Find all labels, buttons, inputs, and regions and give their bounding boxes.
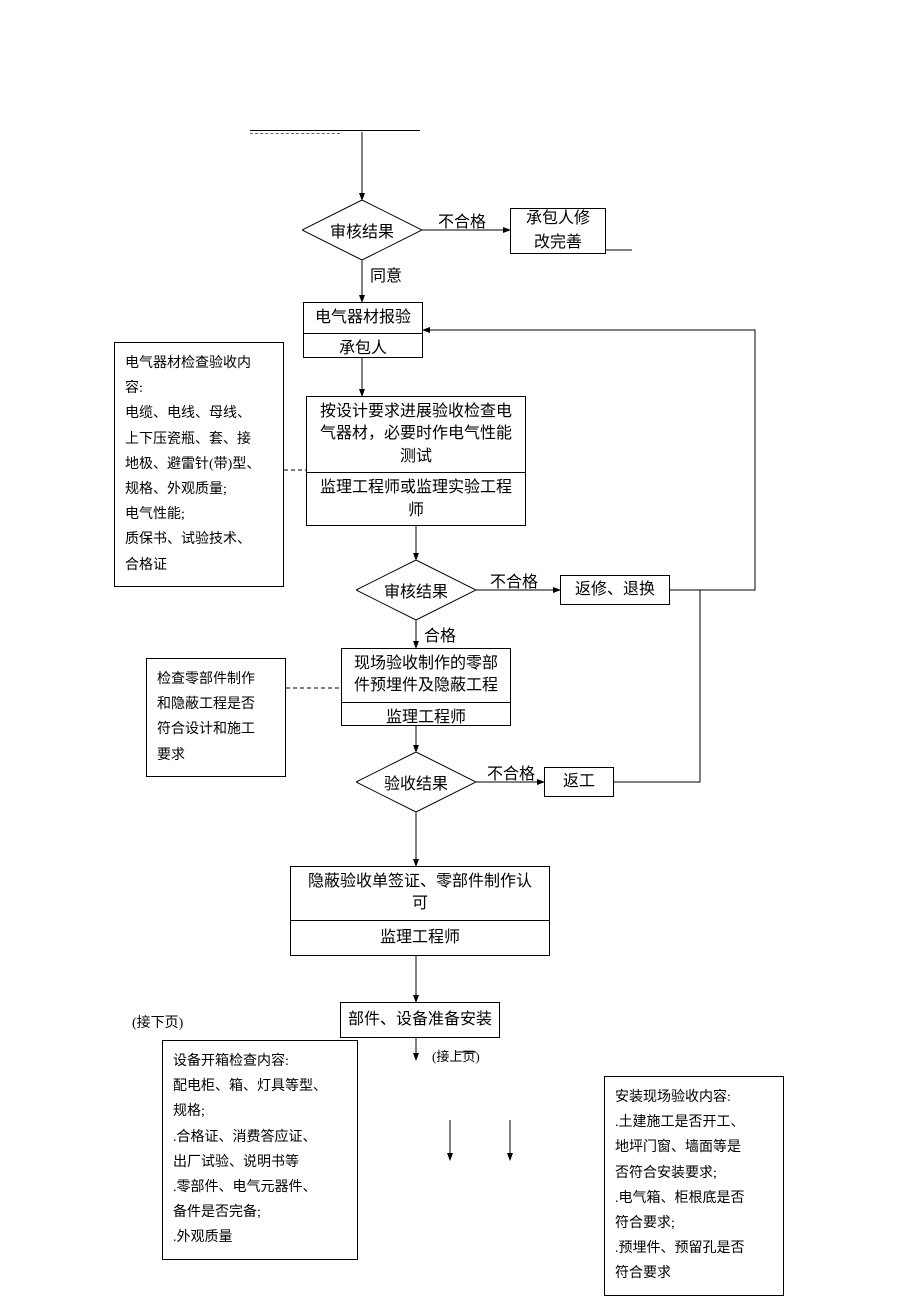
note-parts-check: 检查零部件制作 和隐蔽工程是否 符合设计和施工 要求 (146, 658, 286, 777)
decision-label: 审核结果 (384, 578, 448, 602)
box-bottom: 监理工程师 (380, 927, 460, 949)
box-text: 部件、设备准备安装 (348, 1008, 492, 1032)
box-top: 现场验收制作的零部 件预埋件及隐蔽工程 (354, 653, 498, 698)
box-parts-install: 部件、设备准备安装 (340, 1002, 500, 1038)
note-text: 电气器材检查验收内 容: 电缆、电线、母线、 上下压瓷瓶、套、接 地极、避雷针(… (125, 356, 260, 573)
note-text: 设备开箱检查内容: 配电柜、箱、灯具等型、 规格; .合格证、消费答应证、 出厂… (173, 1054, 327, 1245)
d2-no-label: 不合格 (490, 568, 538, 592)
box-bottom: 监理工程师 (386, 707, 466, 729)
box-design-check: 按设计要求进展验收检查电 气器材，必要时作电气性能 测试 监理工程师或监理实验工… (306, 396, 526, 526)
prev-page-ref: (接上页) (432, 1046, 480, 1065)
box-redo: 返工 (544, 767, 614, 797)
box-rework-return: 返修、退换 (560, 575, 670, 605)
decision-accept: 验收结果 (356, 752, 476, 812)
box-top: 隐蔽验收单签证、零部件制作认 可 (308, 871, 532, 916)
d1-yes-label: 同意 (370, 262, 402, 286)
box-top: 按设计要求进展验收检查电 气器材，必要时作电气性能 测试 (320, 401, 512, 468)
box-bottom: 承包人 (339, 338, 387, 360)
box-top: 电气器材报验 (315, 307, 411, 329)
d2-yes-label: 合格 (424, 622, 456, 646)
top-dash-line (250, 133, 340, 134)
note-unbox-check: 设备开箱检查内容: 配电柜、箱、灯具等型、 规格; .合格证、消费答应证、 出厂… (162, 1040, 358, 1260)
box-material-report: 电气器材报验 承包人 (303, 302, 423, 358)
note-material-check: 电气器材检查验收内 容: 电缆、电线、母线、 上下压瓷瓶、套、接 地极、避雷针(… (114, 342, 284, 587)
box-contractor-fix: 承包人修 改完善 (510, 208, 606, 254)
box-text: 返工 (563, 770, 595, 794)
box-bottom: 监理工程师或监理实验工程 师 (320, 477, 512, 522)
box-onsite-accept: 现场验收制作的零部 件预埋件及隐蔽工程 监理工程师 (341, 648, 511, 726)
decision-label: 审核结果 (330, 218, 394, 242)
d1-no-label: 不合格 (438, 208, 486, 232)
note-text: 安装现场验收内容: .土建施工是否开工、 地坪门窗、墙面等是 否符合安装要求; … (615, 1090, 745, 1281)
note-text: 检查零部件制作 和隐蔽工程是否 符合设计和施工 要求 (157, 672, 255, 763)
box-text: 承包人修 改完善 (526, 207, 590, 255)
decision-audit-1: 审核结果 (302, 200, 422, 260)
decision-audit-2: 审核结果 (356, 560, 476, 620)
next-page-ref: (接下页) (132, 1012, 183, 1032)
d3-no-label: 不合格 (487, 760, 535, 784)
decision-label: 验收结果 (384, 770, 448, 794)
box-text: 返修、退换 (575, 578, 655, 602)
top-line (250, 130, 420, 131)
box-hidden-sign: 隐蔽验收单签证、零部件制作认 可 监理工程师 (290, 866, 550, 956)
note-site-accept: 安装现场验收内容: .土建施工是否开工、 地坪门窗、墙面等是 否符合安装要求; … (604, 1076, 784, 1296)
